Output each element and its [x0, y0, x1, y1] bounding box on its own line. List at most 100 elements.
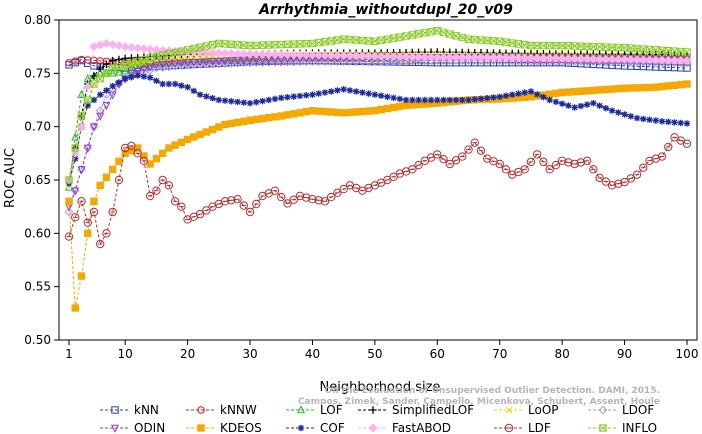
data-point-inflo: [190, 45, 198, 53]
data-point-inflo: [502, 38, 510, 46]
data-point-fastabod: [507, 53, 517, 62]
legend-item-odin: ODIN: [100, 421, 165, 434]
legend-label-ldf: LDF: [528, 421, 551, 434]
data-point-inflo: [683, 48, 691, 56]
data-point-fastabod: [133, 43, 143, 53]
legend-item-knnw: kNNW: [186, 403, 257, 417]
data-point-inflo: [471, 36, 479, 44]
data-point-kdeos: [633, 84, 641, 92]
data-point-ldof: [239, 58, 249, 68]
data-point-inflo: [677, 48, 685, 56]
data-point-cof: [515, 90, 522, 97]
data-point-ldof: [551, 57, 561, 66]
data-point-ldof: [333, 57, 342, 67]
data-point-odin: [102, 102, 111, 111]
legend-label-odin: ODIN: [134, 421, 165, 434]
data-point-kdeos: [202, 128, 211, 136]
data-point-fastabod: [607, 54, 617, 64]
data-point-ldof: [102, 90, 111, 100]
legend-item-kdeos: KDEOS: [186, 421, 262, 434]
data-point-cof: [190, 87, 198, 95]
data-point-ldf: [526, 157, 536, 167]
data-point-inflo: [315, 39, 323, 47]
y-tick-label: 0.70: [24, 120, 51, 134]
data-point-ldof: [339, 57, 349, 67]
data-point-fastabod: [308, 50, 317, 60]
data-point-ldf: [395, 169, 405, 178]
data-point-inflo: [202, 42, 210, 50]
data-point-inflo: [683, 48, 691, 56]
data-point-inflo: [564, 42, 572, 50]
data-point-kdeos: [246, 116, 254, 124]
data-point-kdeos: [339, 109, 348, 117]
data-point-kdeos: [152, 154, 161, 163]
data-point-inflo: [290, 40, 298, 48]
data-point-inflo: [521, 41, 529, 49]
data-point-fastabod: [570, 54, 580, 64]
data-point-ldof: [401, 56, 411, 66]
data-point-inflo: [221, 40, 229, 48]
legend-marker-simplifiedlof: [369, 406, 377, 414]
data-point-fastabod: [401, 52, 411, 62]
data-point-cof: [490, 94, 497, 101]
data-point-ldof: [220, 59, 230, 68]
data-point-inflo: [96, 75, 104, 83]
data-point-ldf: [71, 213, 80, 222]
data-point-inflo: [152, 52, 160, 60]
data-point-fastabod: [245, 49, 255, 59]
data-point-inflo: [571, 42, 579, 50]
data-point-inflo: [90, 80, 98, 88]
data-point-fastabod: [638, 55, 648, 65]
legend-marker-loop: [505, 406, 513, 414]
legend-label-knn: kNN: [134, 403, 159, 417]
data-point-cof: [159, 80, 166, 88]
data-point-fastabod: [657, 55, 667, 65]
data-point-fastabod: [370, 51, 380, 61]
data-point-inflo: [533, 42, 541, 50]
data-point-fastabod: [339, 51, 349, 61]
data-point-ldof: [208, 59, 217, 69]
data-point-ldof: [183, 60, 193, 70]
data-point-cof: [377, 92, 385, 99]
data-point-ldf: [645, 156, 654, 166]
data-point-kdeos: [614, 84, 623, 93]
data-point-inflo: [377, 36, 385, 44]
data-point-cof: [221, 97, 229, 104]
data-point-inflo: [558, 42, 566, 50]
data-point-cof: [240, 99, 247, 106]
data-point-inflo: [365, 37, 373, 45]
data-point-odin: [202, 58, 211, 67]
data-point-kdeos: [158, 149, 167, 158]
data-point-cof: [602, 104, 610, 112]
data-point-cof: [608, 107, 616, 114]
data-point-inflo: [645, 45, 654, 53]
data-point-kdeos: [308, 106, 317, 115]
data-point-fastabod: [457, 52, 467, 62]
data-point-cof: [246, 100, 254, 107]
data-point-odin: [158, 61, 167, 70]
data-point-inflo: [477, 36, 485, 44]
data-point-odin: [189, 59, 198, 68]
data-point-cof: [171, 80, 179, 88]
data-point-fastabod: [432, 52, 442, 62]
data-point-kdeos: [146, 160, 154, 168]
data-point-odin: [96, 112, 105, 121]
data-point-cof: [228, 98, 235, 105]
watermark-reference: On the Evaluation of Unsupervised Outlie…: [325, 386, 660, 396]
data-point-ldof: [432, 56, 442, 65]
x-tick-label: 70: [492, 347, 507, 361]
data-point-inflo: [209, 41, 217, 49]
data-point-ldf: [152, 186, 161, 195]
data-point-cof: [371, 91, 379, 98]
x-tick-label: 60: [430, 347, 445, 361]
data-point-ldof: [376, 57, 386, 66]
data-point-ldf: [133, 149, 142, 158]
y-tick-label: 0.60: [24, 226, 51, 240]
data-point-fastabod: [601, 54, 611, 64]
data-point-kdeos: [233, 118, 242, 127]
data-point-kdeos: [84, 229, 92, 238]
data-point-kdeos: [627, 84, 635, 92]
data-point-cof: [502, 92, 510, 99]
data-point-cof: [665, 118, 672, 126]
